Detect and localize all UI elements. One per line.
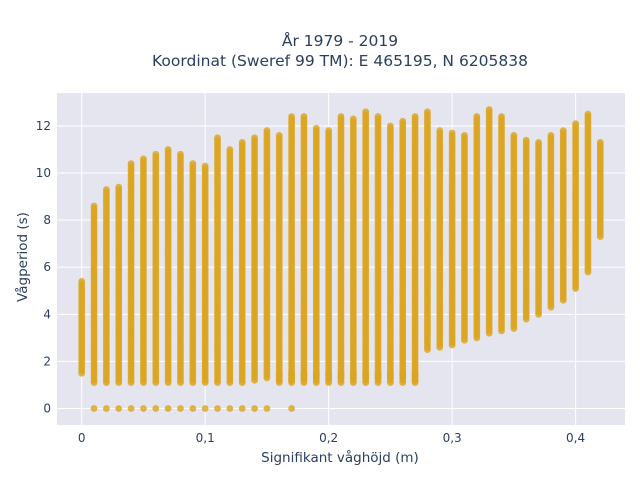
data-points: [78, 106, 604, 412]
data-point: [411, 113, 419, 120]
data-point: [115, 183, 123, 191]
data-point: [263, 127, 271, 135]
data-point-low-band: [275, 369, 283, 377]
data-point-low-band: [325, 369, 333, 377]
data-point: [102, 186, 110, 193]
data-point: [436, 127, 444, 135]
y-tick-label: 10: [36, 166, 51, 180]
data-point: [559, 127, 567, 135]
y-tick-label: 4: [43, 307, 51, 321]
data-point-zero: [189, 405, 197, 412]
data-point: [547, 131, 555, 139]
data-point-zero: [152, 405, 160, 412]
data-point-zero: [263, 405, 271, 412]
data-point-low-band: [300, 369, 308, 377]
data-point-zero: [251, 405, 258, 412]
data-point: [251, 134, 258, 142]
data-point-low-band: [312, 369, 320, 377]
data-point: [226, 146, 234, 153]
x-tick-label: 0,3: [443, 431, 462, 445]
y-tick-label: 0: [43, 402, 51, 416]
chart-title-line2: Koordinat (Sweref 99 TM): E 465195, N 62…: [152, 52, 528, 70]
data-point-zero: [238, 405, 246, 412]
data-point: [572, 120, 580, 128]
data-point: [288, 113, 296, 120]
data-point: [177, 150, 184, 158]
data-point-low-band: [337, 369, 345, 377]
x-axis-ticks: 0 0,1 0,2 0,3 0,4: [78, 431, 585, 445]
data-point-zero: [288, 405, 296, 412]
data-point: [238, 139, 246, 146]
data-point: [349, 115, 357, 123]
x-axis-label: Signifikant våghöjd (m): [261, 449, 419, 466]
data-point: [448, 129, 456, 137]
data-point: [584, 110, 592, 118]
data-point: [325, 127, 333, 135]
data-point-zero: [127, 405, 135, 412]
data-point-low-band: [349, 369, 357, 377]
data-point: [152, 150, 160, 158]
y-tick-label: 2: [43, 354, 51, 368]
data-point-low-band: [374, 369, 382, 377]
data-point: [522, 136, 530, 144]
data-point: [374, 113, 382, 120]
chart-title-line1: År 1979 - 2019: [282, 31, 398, 50]
y-axis-ticks: 0 2 4 6 8 10 12: [36, 119, 51, 416]
data-point-low-band: [399, 369, 407, 377]
data-point-zero: [164, 405, 172, 412]
data-point-low-band: [362, 369, 370, 377]
data-point-zero: [226, 405, 234, 412]
data-point: [275, 131, 283, 139]
data-point-zero: [90, 405, 98, 412]
y-tick-label: 12: [36, 119, 51, 133]
data-point-zero: [214, 405, 221, 412]
x-tick-label: 0,2: [319, 431, 338, 445]
data-point: [485, 106, 493, 113]
data-point: [596, 139, 604, 146]
data-point: [201, 162, 209, 170]
y-axis-label: Vågperiod (s): [14, 212, 31, 302]
data-point: [535, 139, 542, 146]
data-point: [164, 146, 172, 153]
y-tick-label: 6: [43, 260, 51, 274]
data-point: [189, 160, 197, 168]
x-tick-label: 0: [78, 431, 86, 445]
data-point: [300, 113, 308, 120]
data-point-zero: [177, 405, 184, 412]
data-point-low-band: [288, 369, 296, 377]
data-point: [362, 108, 370, 116]
data-point-low-band: [386, 369, 394, 377]
data-point: [312, 124, 320, 132]
data-point: [424, 108, 431, 116]
y-tick-label: 8: [43, 213, 51, 227]
data-point-zero: [201, 405, 209, 412]
data-point-zero: [140, 405, 147, 412]
data-point: [78, 277, 86, 285]
data-point-zero: [102, 405, 110, 412]
data-point: [498, 113, 505, 120]
data-point: [90, 202, 98, 210]
data-point-zero: [115, 405, 123, 412]
data-point: [461, 131, 468, 139]
data-point: [140, 155, 147, 163]
data-point: [337, 113, 345, 120]
data-point: [473, 113, 481, 120]
data-point-low-band: [411, 369, 419, 377]
data-point: [127, 160, 135, 168]
data-point: [510, 131, 518, 139]
x-tick-label: 0,4: [566, 431, 585, 445]
data-point: [386, 122, 394, 130]
x-tick-label: 0,1: [196, 431, 215, 445]
data-point: [399, 117, 407, 125]
data-point: [214, 134, 221, 142]
